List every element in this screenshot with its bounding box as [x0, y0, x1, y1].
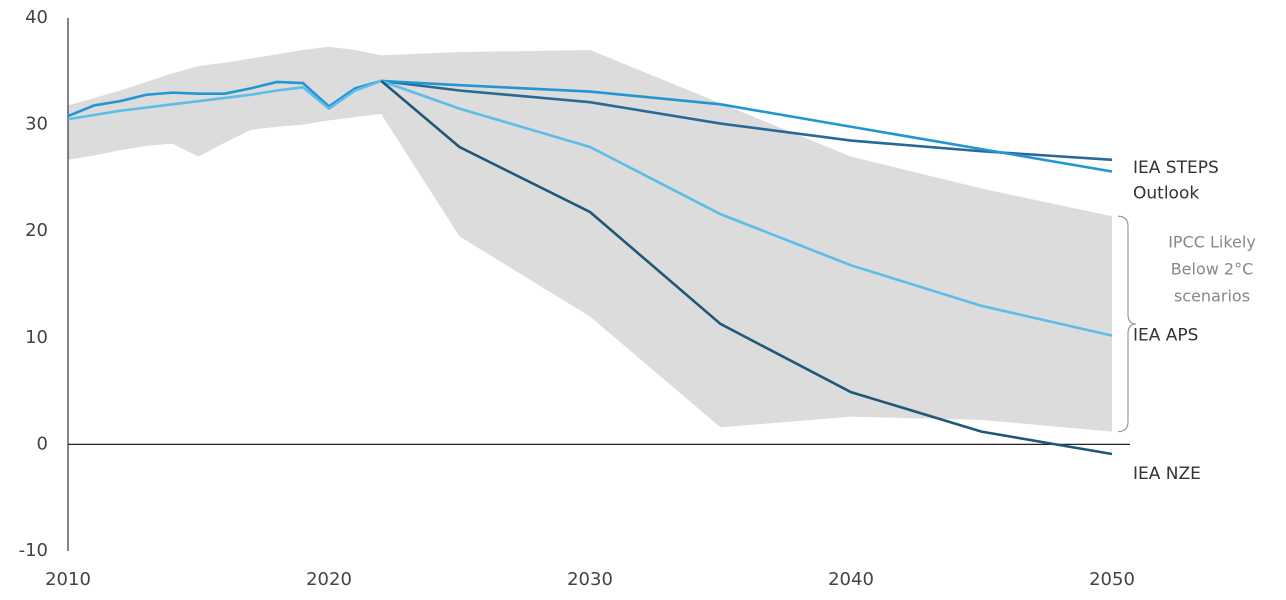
series-label: IEA APS: [1133, 326, 1198, 346]
series-line: [67, 79, 1113, 173]
series-label: IEA STEPS: [1133, 158, 1219, 178]
x-tick-label: 2030: [567, 569, 613, 590]
y-tick-label: 20: [25, 220, 48, 241]
series-line: [67, 79, 1113, 337]
series-label: Outlook: [1133, 184, 1199, 204]
brace: [1117, 215, 1137, 433]
y-tick-label: 30: [25, 114, 48, 135]
x-tick-label: 2010: [45, 569, 91, 590]
x-tick-label: 2040: [828, 569, 874, 590]
scenario-band: [68, 46, 1112, 432]
band-label: Below 2°C: [1171, 260, 1254, 279]
series-line: [380, 79, 1113, 456]
x-tick-label: 2020: [306, 569, 352, 590]
series-line: [381, 79, 1113, 162]
y-tick-label: -10: [19, 540, 48, 561]
y-tick-label: 10: [25, 327, 48, 348]
band-label: scenarios: [1174, 287, 1250, 306]
y-tick-label: 40: [25, 7, 48, 28]
band-label: IPCC Likely: [1168, 233, 1256, 252]
series-label: IEA NZE: [1133, 464, 1201, 484]
y-tick-label: 0: [37, 433, 48, 454]
x-tick-label: 2050: [1089, 569, 1135, 590]
